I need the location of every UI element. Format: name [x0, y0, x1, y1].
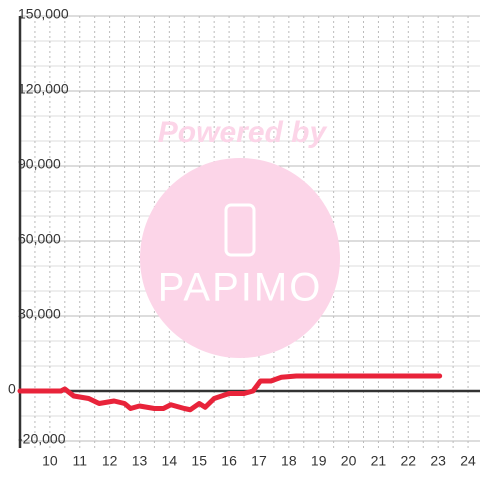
x-tick-label: 19: [311, 453, 327, 469]
x-tick-label: 15: [191, 453, 207, 469]
x-tick-label: 13: [132, 453, 148, 469]
y-tick-label: 30,000: [18, 306, 61, 322]
line: [17, 373, 443, 413]
x-tick-label: 16: [221, 453, 237, 469]
watermark-circle: [140, 158, 340, 358]
x-tick-label: 18: [281, 453, 297, 469]
x-tick-label: 22: [401, 453, 417, 469]
x-tick-label: 20: [341, 453, 357, 469]
y-tick-label: 150,000: [18, 6, 69, 22]
y-tick-label: 60,000: [18, 231, 61, 247]
x-tick-label: 21: [371, 453, 387, 469]
x-tick-label: 12: [102, 453, 118, 469]
x-tick-label: 10: [42, 453, 58, 469]
x-tick-label: 23: [430, 453, 446, 469]
y-tick-label: 90,000: [18, 156, 61, 172]
x-tick-label: 24: [460, 453, 476, 469]
y-tick-label: -20,000: [18, 431, 66, 447]
watermark-text: Powered by: [158, 116, 328, 149]
watermark-icon: [224, 203, 256, 257]
x-tick-label: 14: [162, 453, 178, 469]
watermark-brand: PAPIMO: [158, 266, 323, 310]
x-tick-label: 17: [251, 453, 267, 469]
y-tick-label: 120,000: [18, 81, 69, 97]
x-tick-label: 11: [72, 453, 87, 469]
watermark: Powered by PAPIMO: [140, 116, 340, 358]
y-tick-label: 0: [8, 381, 16, 397]
